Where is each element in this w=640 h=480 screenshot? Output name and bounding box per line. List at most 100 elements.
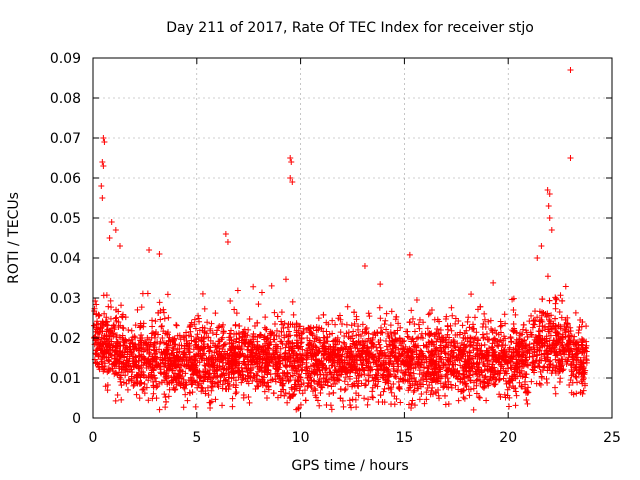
data-point	[181, 336, 188, 343]
chart-title: Day 211 of 2017, Rate Of TEC Index for r…	[166, 20, 534, 36]
data-point	[263, 394, 270, 401]
data-point	[374, 330, 381, 337]
data-point	[405, 334, 412, 341]
data-point	[295, 373, 302, 380]
data-point	[276, 333, 283, 340]
data-point	[562, 356, 569, 363]
data-point	[149, 329, 156, 336]
data-point	[325, 321, 332, 328]
data-point	[552, 300, 559, 307]
data-point	[197, 373, 204, 380]
data-point	[130, 382, 137, 389]
data-point	[222, 385, 229, 392]
data-point	[392, 338, 399, 345]
data-point	[312, 392, 319, 399]
data-point	[228, 327, 235, 334]
data-point	[256, 356, 263, 363]
data-point	[231, 345, 238, 352]
data-point	[374, 376, 381, 383]
data-point	[232, 321, 239, 328]
data-point	[237, 351, 244, 358]
data-point	[134, 380, 141, 387]
data-point	[194, 331, 201, 338]
data-point	[216, 358, 223, 365]
y-tick-label: 0.02	[50, 331, 81, 347]
data-point	[543, 376, 550, 383]
data-point	[341, 333, 348, 340]
data-point	[357, 332, 364, 339]
data-point	[298, 339, 305, 346]
data-point	[296, 332, 303, 339]
data-point	[552, 390, 559, 397]
data-point	[277, 377, 284, 384]
data-point	[464, 318, 471, 325]
data-point	[285, 351, 292, 358]
data-point	[164, 331, 171, 338]
y-tick-label: 0.06	[50, 171, 81, 187]
data-point	[359, 365, 366, 372]
data-point	[546, 297, 553, 304]
data-point	[274, 373, 281, 380]
data-point	[264, 345, 271, 352]
data-point	[314, 350, 321, 357]
data-point	[457, 362, 464, 369]
data-point	[412, 344, 419, 351]
data-point	[254, 338, 261, 345]
data-point	[267, 356, 274, 363]
data-point	[476, 359, 483, 366]
data-point	[466, 372, 473, 379]
data-point	[267, 338, 274, 345]
data-point	[359, 321, 366, 328]
data-point	[203, 355, 210, 362]
data-point	[494, 342, 501, 349]
data-point	[358, 361, 365, 368]
data-point	[455, 397, 462, 404]
data-point	[101, 310, 108, 317]
data-point	[281, 332, 288, 339]
data-point	[518, 383, 525, 390]
data-point	[241, 339, 248, 346]
data-point	[132, 322, 139, 329]
data-point	[461, 358, 468, 365]
data-point	[489, 358, 496, 365]
axis-ticks: 0 5 10 15 20 25 0 0.01 0.02 0.03 0.04 0.05 0.06 0.07 0…	[50, 51, 621, 446]
data-point	[191, 377, 198, 384]
data-point	[298, 367, 305, 374]
data-point	[91, 308, 98, 315]
data-point	[262, 314, 269, 321]
data-point	[148, 372, 155, 379]
data-point	[145, 397, 152, 404]
data-point	[139, 334, 146, 341]
data-point	[186, 340, 193, 347]
data-point	[344, 303, 351, 310]
data-point	[105, 303, 112, 310]
data-point	[563, 341, 570, 348]
data-point	[464, 338, 471, 345]
data-point	[352, 356, 359, 363]
data-point	[447, 342, 454, 349]
data-point	[106, 358, 113, 365]
data-point	[228, 365, 235, 372]
data-point	[353, 365, 360, 372]
data-point	[300, 325, 307, 332]
data-point	[497, 367, 504, 374]
data-point	[157, 366, 164, 373]
data-point	[452, 320, 459, 327]
data-point	[164, 291, 171, 298]
data-point	[187, 390, 194, 397]
data-point	[541, 363, 548, 370]
data-point	[376, 304, 383, 311]
data-point	[545, 364, 552, 371]
data-point	[337, 395, 344, 402]
data-point	[406, 319, 413, 326]
data-point	[399, 376, 406, 383]
data-point	[312, 335, 319, 342]
data-point	[214, 327, 221, 334]
data-point	[274, 361, 281, 368]
data-point	[91, 322, 98, 329]
data-point	[280, 325, 287, 332]
data-point	[165, 393, 172, 400]
data-point	[536, 318, 543, 325]
data-point	[577, 358, 584, 365]
data-point	[281, 350, 288, 357]
